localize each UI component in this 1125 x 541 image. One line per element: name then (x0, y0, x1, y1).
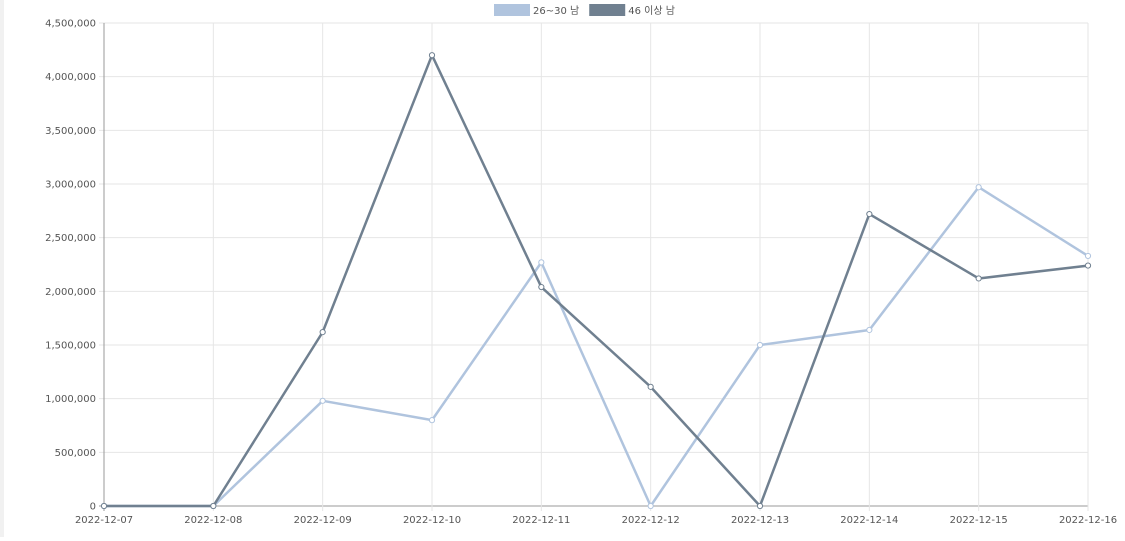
data-point (538, 283, 545, 291)
x-tick-label: 2022-12-16 (1059, 515, 1117, 526)
data-point (647, 383, 654, 390)
legend-item-2[interactable]: 46 이상 남 (589, 4, 675, 17)
x-tick-label: 2022-12-09 (294, 515, 352, 526)
y-tick-label: 2,000,000 (45, 287, 96, 298)
data-point (428, 417, 436, 424)
data-point (866, 326, 873, 334)
data-point (319, 397, 326, 404)
data-point (756, 341, 764, 349)
series-layer (100, 52, 1092, 510)
legend-label: 46 이상 남 (628, 5, 675, 17)
y-tick-label: 0 (90, 502, 96, 513)
data-point (975, 275, 982, 282)
data-point (975, 184, 982, 191)
y-tick-label: 2,500,000 (45, 233, 96, 244)
y-tick-label: 3,000,000 (45, 180, 96, 191)
x-tick-label: 2022-12-07 (75, 515, 133, 526)
y-tick-label: 4,500,000 (45, 19, 96, 30)
data-point (100, 502, 108, 510)
data-point (647, 502, 654, 510)
axis-layer: 0 500,000 1,000,000 1,500,000 2,000,000 2,500… (45, 19, 1117, 527)
y-tick-label: 500,000 (55, 448, 96, 459)
x-tick-label: 2022-12-15 (950, 515, 1008, 526)
y-tick-label: 4,000,000 (45, 72, 96, 83)
x-tick-label: 2022-12-11 (512, 515, 570, 526)
x-tick-label: 2022-12-13 (731, 515, 789, 526)
data-point (866, 210, 873, 218)
data-point (538, 259, 545, 266)
series-line-2 (104, 53, 1089, 508)
legend-swatch (494, 4, 530, 16)
legend-swatch (589, 4, 626, 16)
x-tick-label: 2022-12-10 (403, 515, 461, 526)
data-point (428, 52, 436, 59)
y-tick-label: 3,500,000 (45, 126, 96, 137)
x-tick-label: 2022-12-12 (622, 515, 680, 526)
legend-label: 26~30 남 (533, 5, 579, 17)
left-edge-strip (0, 0, 4, 537)
data-point (210, 502, 217, 510)
data-point (756, 502, 764, 510)
data-point (319, 329, 326, 336)
legend[interactable]: 26~30 남 46 이상 남 (494, 4, 675, 17)
grid-layer (99, 22, 1089, 511)
data-point (1084, 262, 1092, 269)
x-tick-label: 2022-12-08 (184, 515, 242, 526)
y-tick-label: 1,500,000 (45, 341, 96, 352)
legend-item-1[interactable]: 26~30 남 (494, 4, 579, 17)
data-point (1084, 252, 1092, 260)
y-tick-label: 1,000,000 (45, 394, 96, 405)
x-tick-label: 2022-12-14 (840, 515, 898, 526)
series-line-1 (104, 185, 1089, 508)
